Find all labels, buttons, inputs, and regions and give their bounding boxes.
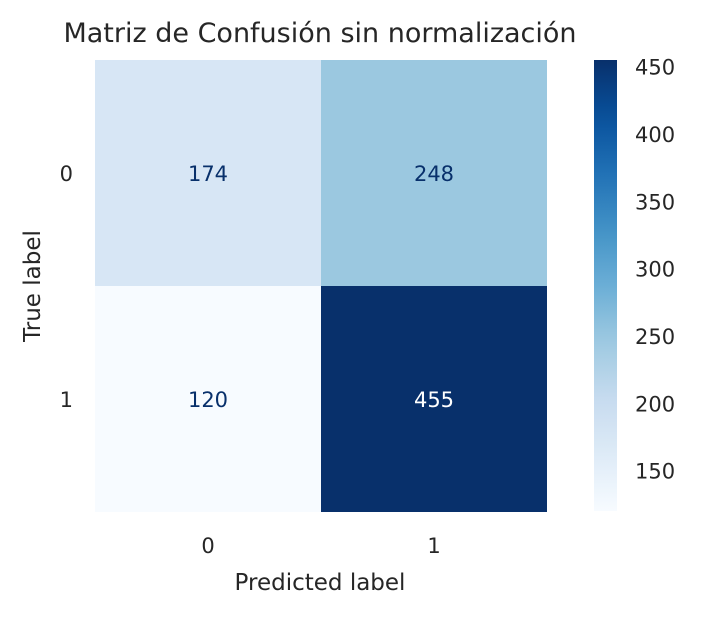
heatmap-cell-0-0 xyxy=(95,60,321,286)
heatmap-cell-0-1 xyxy=(321,60,547,286)
colorbar-tick-label: 350 xyxy=(635,190,675,214)
x-axis-label: Predicted label xyxy=(235,570,406,596)
cell-value-1-1: 455 xyxy=(414,388,454,412)
heatmap-cell-1-0 xyxy=(95,286,321,512)
y-axis-label: True label xyxy=(20,230,46,343)
colorbar-tick-label: 250 xyxy=(635,325,675,349)
y-tick-label: 1 xyxy=(60,388,73,412)
x-tick-label: 0 xyxy=(201,534,214,558)
chart-title: Matriz de Confusión sin normalización xyxy=(63,18,576,49)
colorbar-tick-label: 200 xyxy=(635,392,675,416)
colorbar xyxy=(594,60,617,511)
colorbar-tick-label: 400 xyxy=(635,123,675,147)
colorbar-tick-label: 300 xyxy=(635,258,675,282)
cell-value-0-1: 248 xyxy=(414,162,454,186)
colorbar-tick-label: 450 xyxy=(635,56,675,80)
y-tick-label: 0 xyxy=(60,162,73,186)
cell-value-1-0: 120 xyxy=(188,388,228,412)
cell-value-0-0: 174 xyxy=(188,162,228,186)
x-tick-label: 1 xyxy=(427,534,440,558)
heatmap-cell-1-1 xyxy=(321,286,547,512)
colorbar-tick-label: 150 xyxy=(635,460,675,484)
